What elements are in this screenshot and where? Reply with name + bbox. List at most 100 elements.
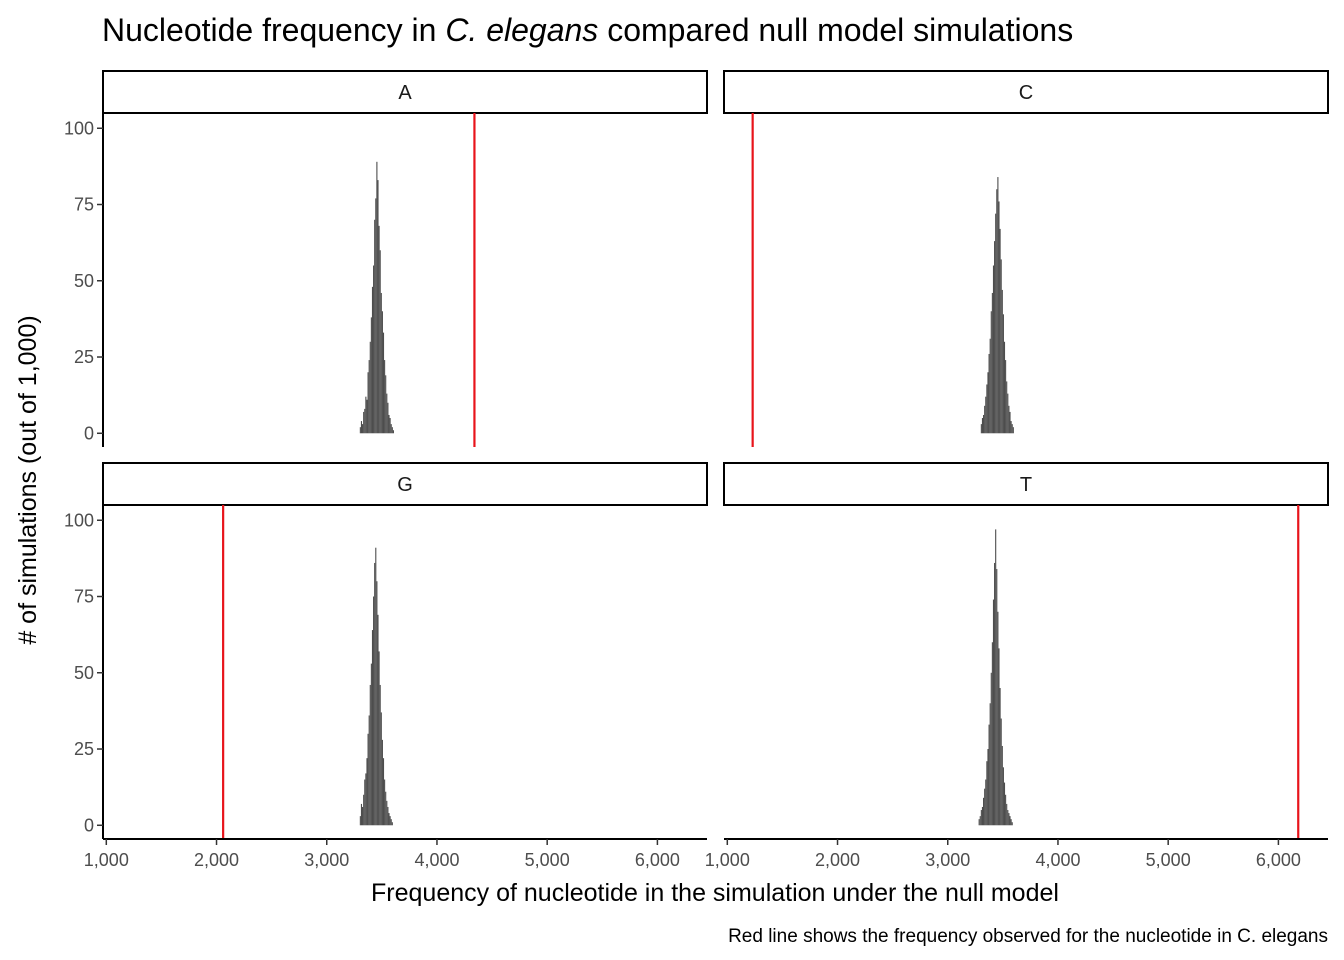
histogram-bar [379,684,381,826]
histogram-bar [988,724,990,826]
histogram-bar [392,430,394,434]
facet-strip [102,70,708,114]
histogram-bar [382,758,385,826]
histogram-bar [994,241,996,434]
histogram-bar [1000,259,1002,434]
x-tick-label: 1,000 [84,850,129,870]
histogram-bar [367,733,369,826]
y-tick-label: 75 [74,195,94,215]
histogram-bar [985,396,987,434]
y-tick-label: 25 [74,347,94,367]
histogram-bar [369,341,371,434]
histogram-bar [983,797,985,826]
histogram-bar [997,611,999,826]
histogram-bar [387,806,389,826]
histogram-bar [989,338,991,434]
x-tick-label: 4,000 [414,850,459,870]
x-tick-label: 3,000 [304,850,349,870]
histogram-bar [371,286,374,434]
histogram-bar [999,688,1001,826]
histogram-bar [370,317,372,434]
histogram-bar [374,562,376,826]
histogram-bar [389,418,391,434]
histogram-bar [381,739,383,826]
histogram-bar [364,779,366,826]
histogram-bar [366,399,368,434]
x-tick-label: 1,000 [705,850,750,870]
chart-title-part-2: compared null model simulations [598,12,1073,48]
facet-strip [723,462,1329,506]
facet-strip-label: C [1019,82,1033,104]
histogram-bar [363,794,365,826]
histogram-bar [990,672,992,826]
chart-title-part-1: Nucleotide frequency in [102,12,445,48]
histogram-bar [368,715,370,826]
facet-panel-c: C [723,70,1329,447]
histogram-bar [385,375,387,434]
histogram-bar [1001,289,1003,434]
x-axis-2: 1,000 2,000 3,000 4,000 5,000 6,000 [705,838,1328,870]
histogram-bar [989,703,991,826]
histogram-bar [386,800,388,826]
histogram-bar [984,405,986,434]
histogram-bar [359,427,361,434]
histogram-bar [987,749,989,826]
y-tick-label: 50 [74,271,94,291]
histogram-bar [1009,411,1011,434]
chart-caption: Red line shows the frequency observed fo… [728,926,1328,947]
facet-panel-t: T [723,462,1329,839]
histogram-bar [991,292,993,434]
histogram-bar [368,360,370,434]
histogram-bar [1008,405,1010,434]
histogram-bar [988,353,990,434]
y-tick-label: 100 [64,118,94,138]
histogram-bar [1007,810,1009,826]
histogram-bar [376,581,378,826]
histogram-bar [984,788,986,826]
histogram-bar [996,189,998,434]
x-tick-label: 5,000 [525,850,570,870]
histogram-bar [374,219,376,434]
facet-strip [723,70,1329,114]
histogram-bar [375,198,377,434]
facet-strip-label: A [398,82,412,104]
histogram-bar [365,773,367,826]
histogram-bar [997,177,999,434]
histogram-bar [390,819,392,826]
histogram-bar [978,819,980,826]
histogram-bar [391,822,393,826]
facet-panels: A 0 25 50 75 100 C G 0 25 50 75 100 T [64,70,1329,839]
x-axes: 1,000 2,000 3,000 4,000 5,000 6,000 1,000 2,000… [84,838,1328,870]
facet-strip-label: G [397,474,413,496]
histogram-bar [998,201,1000,434]
histogram-bar [995,529,997,826]
histogram-bar [1001,745,1003,826]
histogram-bar [364,408,366,434]
histogram-bar [1005,794,1007,826]
facet-strip [102,462,708,506]
histogram-bar [1011,424,1013,434]
histogram-bar [363,411,365,434]
histogram-bar [371,630,374,826]
histogram-bar [1003,782,1006,826]
histogram-bar [359,816,361,826]
facet-panel-g: G 0 25 50 75 100 [64,462,708,839]
histogram-bar [390,424,392,434]
histogram-bar [1010,819,1012,826]
histogram-bar [995,213,997,434]
histogram-bar [980,810,982,826]
histogram-bar [388,813,390,826]
histogram-bar [1000,718,1002,826]
y-tick-label: 100 [64,510,94,530]
x-axis-1: 1,000 2,000 3,000 4,000 5,000 6,000 [84,838,707,870]
histogram-bar [375,547,377,826]
histogram-bar [983,414,985,434]
x-tick-label: 4,000 [1035,850,1080,870]
x-tick-label: 6,000 [1256,850,1301,870]
histogram-bar [1010,421,1012,434]
chart-title-species: C. elegans [445,12,598,48]
histogram-bar [1011,822,1013,826]
y-tick-label: 25 [74,739,94,759]
histogram-bar [380,712,382,826]
